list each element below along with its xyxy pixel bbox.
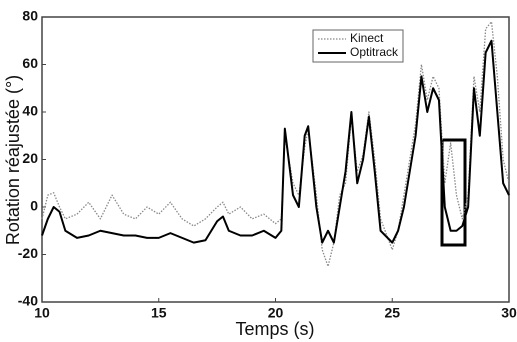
x-tick-label: 25 [384, 305, 400, 321]
x-axis-label: Temps (s) [235, 319, 314, 339]
x-tick-label: 10 [34, 305, 50, 321]
y-tick-label: 80 [22, 8, 38, 24]
y-tick-label: 40 [22, 103, 38, 119]
series-line [41, 21, 510, 268]
legend-text: Optitrack [350, 45, 399, 59]
series-line [41, 39, 510, 244]
legend-text: Kinect [350, 31, 384, 45]
x-tick-label: 20 [268, 305, 284, 321]
y-tick-label: 20 [22, 150, 38, 166]
y-tick-label: 60 [22, 55, 38, 71]
y-tick-label: -40 [18, 293, 38, 309]
y-tick-label: 0 [30, 198, 38, 214]
x-tick-label: 30 [501, 305, 517, 321]
plot-frame [41, 16, 510, 303]
legend-box [312, 29, 404, 63]
x-tick-label: 15 [151, 305, 167, 321]
y-tick-label: -20 [18, 245, 38, 261]
highlight-box [440, 138, 467, 247]
y-axis-label: Rotation réajustée (°) [3, 75, 23, 245]
